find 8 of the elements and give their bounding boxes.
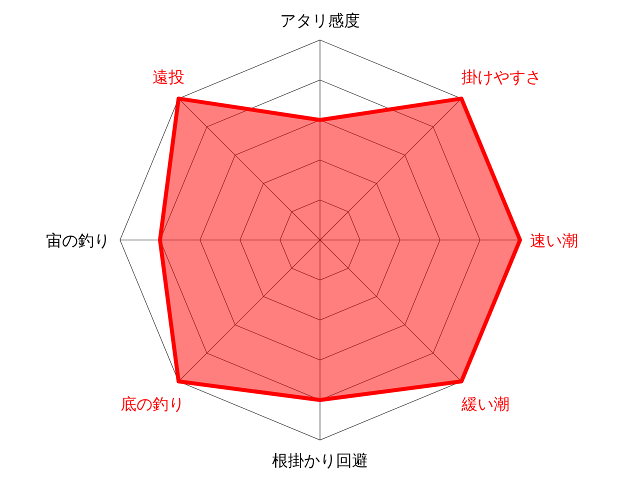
spoke-label: 速い潮 [530, 231, 578, 250]
spoke-label: 宙の釣り [46, 231, 110, 250]
spoke-label: 底の釣り [120, 394, 185, 414]
spoke-label: 掛けやすさ [461, 68, 542, 87]
spoke-label: 根掛かり回避 [272, 451, 368, 470]
spoke-label: 遠投 [152, 68, 185, 87]
spoke-label: 緩い潮 [460, 394, 510, 414]
spoke-label: アタリ感度 [280, 11, 360, 30]
